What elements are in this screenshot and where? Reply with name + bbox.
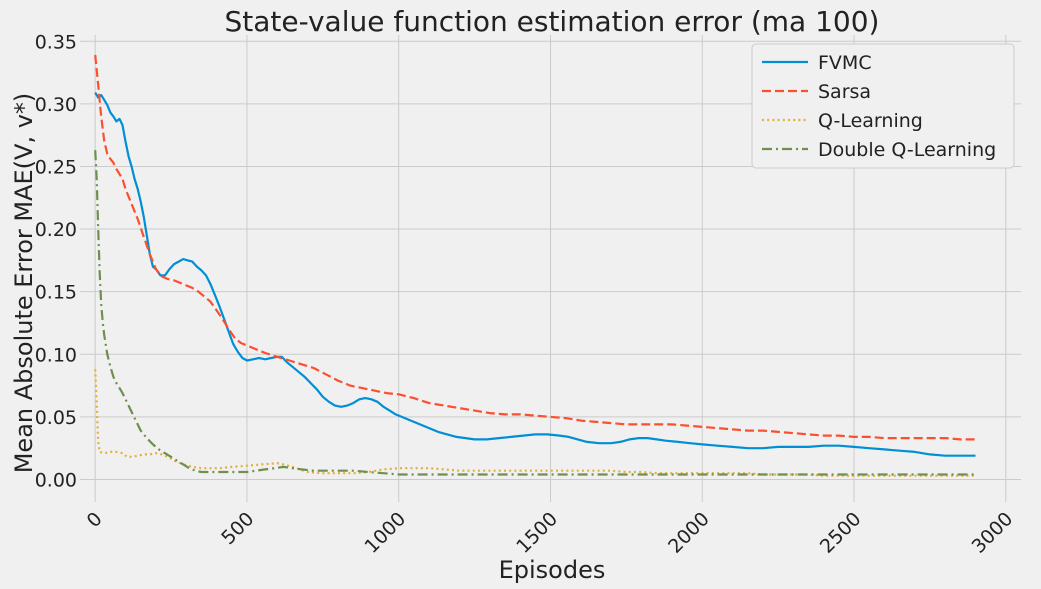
y-tick-label: 0.25 [35,156,77,178]
y-tick-labels: 0.00 0.05 0.10 0.15 0.20 0.25 0.30 0.35 [35,31,77,491]
y-axis-label: Mean Absolute Error MAE(V, v*) [10,93,38,474]
series-line-double-q-learning [94,150,976,476]
legend: FVMC Sarsa Q-Learning Double Q-Learning [751,43,1015,169]
legend-label: Q-Learning [818,110,923,132]
legend-label: Double Q-Learning [818,139,996,161]
x-axis-label: Episodes [499,556,606,584]
legend-box [751,43,1015,169]
series-line-fvmc [94,92,976,457]
legend-label: FVMC [818,52,872,74]
legend-label: Sarsa [818,81,871,103]
y-tick-label: 0.20 [35,219,77,241]
y-tick-label: 0.10 [35,344,77,366]
y-tick-label: 0.05 [35,407,77,429]
chart-title: State-value function estimation error (m… [225,5,880,38]
y-tick-label: 0.15 [35,282,77,304]
series-line-sarsa [94,54,976,441]
y-tick-label: 0.35 [35,31,77,53]
y-tick-label: 0.30 [35,94,77,116]
y-tick-label: 0.00 [35,469,77,491]
series-lines [94,54,976,477]
